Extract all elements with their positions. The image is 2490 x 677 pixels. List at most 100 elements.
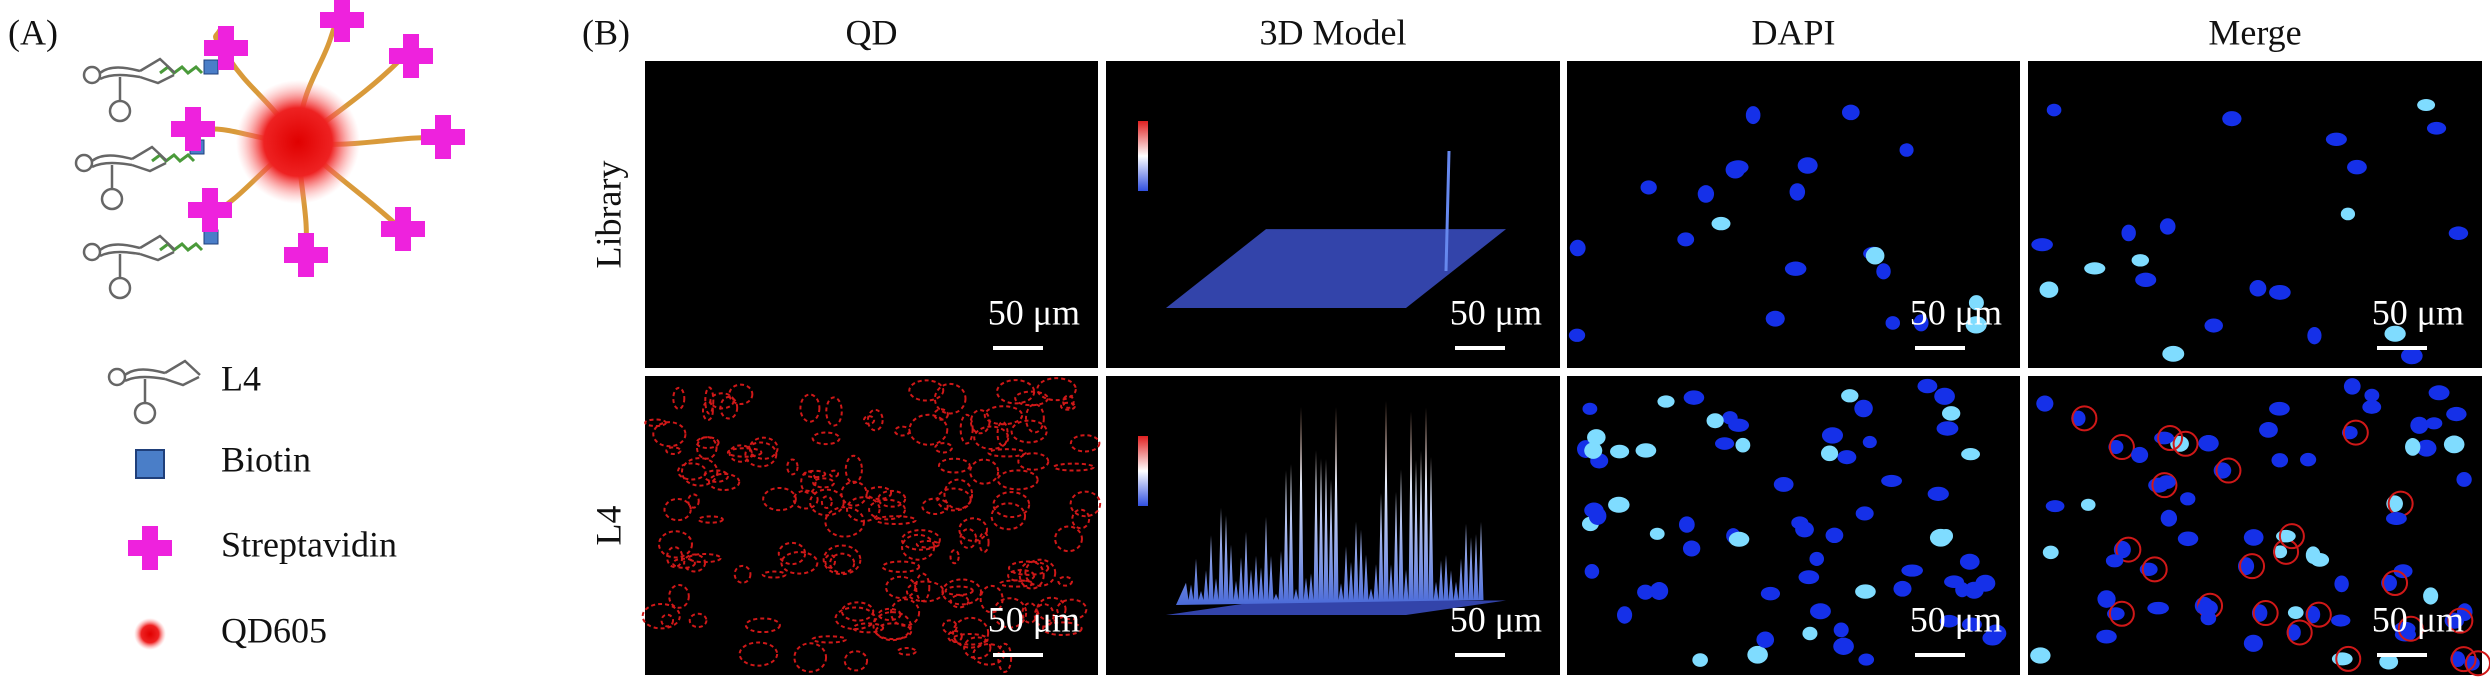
nucleus [2084, 262, 2106, 275]
signal [762, 486, 797, 512]
nucleus [1568, 328, 1586, 342]
nucleus [1683, 390, 1705, 405]
signal [695, 435, 718, 460]
nucleus [2362, 400, 2382, 414]
signal [983, 405, 1024, 426]
nucleus [2443, 435, 2465, 454]
signal [1062, 394, 1075, 409]
signal [1021, 602, 1039, 624]
nucleus [2425, 417, 2443, 430]
signal [733, 564, 752, 584]
signal [958, 517, 988, 542]
signal [1010, 419, 1048, 444]
row-label: L4 [588, 506, 628, 546]
signal [744, 441, 778, 468]
nucleus [2423, 587, 2439, 605]
scale-bar-label: 50 μm [1450, 292, 1542, 332]
signal [809, 488, 845, 517]
signal [695, 436, 720, 450]
nucleus [2410, 416, 2429, 434]
nucleus [2243, 634, 2263, 652]
signal [885, 575, 917, 599]
nucleus [1728, 418, 1750, 432]
signal [896, 647, 917, 656]
nucleus [1747, 645, 1768, 664]
signal [680, 457, 719, 487]
signal [824, 553, 836, 569]
signal [901, 533, 936, 561]
signal [2215, 457, 2242, 484]
signal [701, 400, 714, 422]
nucleus [1760, 586, 1781, 601]
nucleus [2249, 280, 2267, 297]
nucleus [2347, 159, 2367, 175]
signal [668, 584, 690, 609]
signal [704, 386, 715, 415]
nucleus [1876, 263, 1891, 280]
micrograph [2028, 61, 2482, 368]
nucleus [2259, 421, 2278, 438]
signal [2382, 569, 2409, 596]
nucleus [2305, 605, 2321, 624]
signal [834, 606, 876, 631]
signal [738, 641, 779, 667]
nucleus [1795, 521, 1814, 538]
nucleus [1711, 216, 1731, 231]
nucleus [2135, 272, 2157, 288]
signal [1036, 596, 1067, 622]
nucleus [1635, 443, 1657, 458]
column-header: Merge [2208, 12, 2301, 52]
micrograph [1567, 61, 2020, 368]
nucleus [2105, 554, 2124, 568]
nucleus [1649, 527, 1665, 540]
nucleus [2045, 500, 2065, 513]
signal [2141, 556, 2168, 583]
nucleus [2334, 575, 2349, 593]
nucleus [1610, 444, 1630, 459]
signal [978, 531, 990, 554]
colorbar [1138, 436, 1148, 506]
nucleus [1939, 614, 1959, 628]
signal [852, 622, 885, 634]
scale-bar-label: 50 μm [988, 599, 1080, 639]
nucleus [1617, 606, 1633, 624]
nucleus [2271, 453, 2289, 468]
signal [800, 470, 817, 494]
column-header: QD [846, 12, 898, 52]
schematic [74, 0, 465, 300]
nucleus [1765, 310, 1785, 327]
signal [2071, 405, 2098, 432]
panel-label: (A) [8, 12, 58, 52]
signal [1017, 452, 1050, 471]
micrograph [1106, 61, 1560, 368]
nucleus [1725, 160, 1745, 179]
signal [996, 379, 1036, 405]
peaks [1176, 400, 1484, 605]
signal [866, 486, 893, 501]
signal [900, 529, 941, 551]
nucleus [2121, 224, 2136, 242]
signal [2335, 645, 2362, 672]
nucleus [2428, 385, 2450, 401]
nucleus [1773, 476, 1794, 492]
signal [665, 446, 682, 455]
signal [744, 617, 781, 634]
signal [874, 622, 913, 641]
nucleus [2131, 446, 2149, 463]
signal [908, 413, 949, 446]
nucleus [1982, 630, 2003, 646]
nucleus [1608, 496, 1630, 513]
nucleus [2343, 378, 2361, 395]
nucleus [1955, 582, 1970, 598]
signal [2115, 536, 2142, 563]
signal [973, 425, 1010, 450]
nucleus [1789, 183, 1806, 201]
signal [663, 497, 692, 522]
legend-label: Biotin [221, 439, 311, 479]
signal [761, 570, 787, 579]
nucleus [2417, 98, 2436, 111]
nucleus [1959, 553, 1980, 570]
nucleus [1833, 637, 1854, 655]
